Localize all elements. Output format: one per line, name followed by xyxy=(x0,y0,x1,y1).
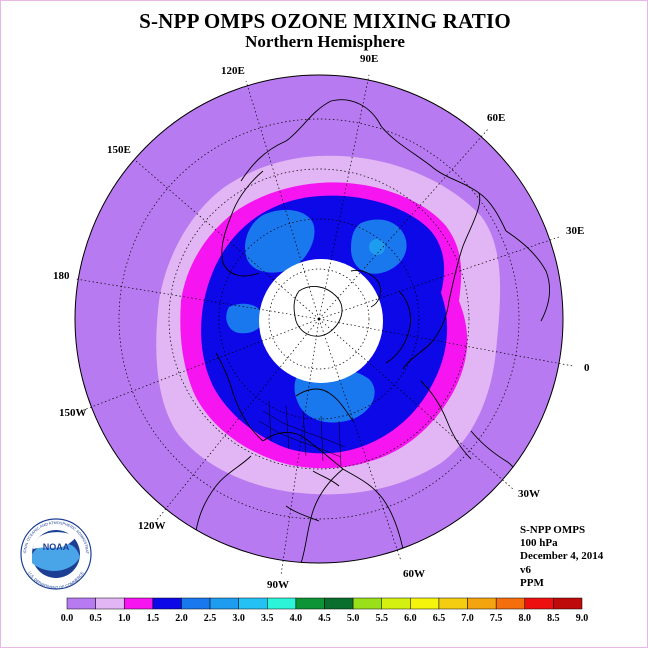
info-instrument: S-NPP OMPS xyxy=(520,524,586,536)
colorbar-tick-label: 3.0 xyxy=(232,613,245,624)
colorbar-tick-label: 1.5 xyxy=(147,613,160,624)
colorbar-tick-label: 9.0 xyxy=(576,613,589,624)
colorbar-swatch xyxy=(209,597,239,610)
colorbar-swatch xyxy=(467,597,497,610)
lon-label-180: 180 xyxy=(53,270,70,282)
colorbar-tick-label: 2.0 xyxy=(175,613,188,624)
ozone-field xyxy=(75,75,563,563)
colorbar-swatch xyxy=(381,597,411,610)
colorbar-swatch xyxy=(324,597,354,610)
noaa-logo-text: NOAA xyxy=(43,542,70,552)
colorbar-tick-label: 8.5 xyxy=(547,613,560,624)
lon-label-30w: 30W xyxy=(518,488,540,500)
colorbar-tick-label: 8.0 xyxy=(519,613,532,624)
info-units: PPM xyxy=(520,576,544,589)
colorbar-tick-label: 6.5 xyxy=(433,613,446,624)
colorbar-tick-label: 7.5 xyxy=(490,613,503,624)
polar-no-data-area xyxy=(259,259,383,383)
colorbar-swatch xyxy=(238,597,268,610)
colorbar-tick-label: 3.5 xyxy=(261,613,274,624)
colorbar-swatch xyxy=(267,597,297,610)
ozone-band-2.5-3.0 xyxy=(369,239,385,255)
lon-label-150e: 150E xyxy=(107,144,131,156)
colorbar-swatch xyxy=(295,597,325,610)
colorbar-swatch xyxy=(66,597,96,610)
colorbar-swatch xyxy=(553,597,583,610)
lon-label-60w: 60W xyxy=(403,568,425,580)
colorbar-swatch xyxy=(524,597,554,610)
colorbar-swatch xyxy=(495,597,526,610)
lon-label-120e: 120E xyxy=(221,65,245,77)
longitude-labels: 90E 60E 30E 0 30W 60W 90W 120W 150W 180 … xyxy=(53,53,590,591)
colorbar-swatch xyxy=(352,597,382,610)
colorbar-tick-label: 7.0 xyxy=(461,613,474,624)
colorbar-tick-label: 5.0 xyxy=(347,613,360,624)
colorbar-swatch xyxy=(181,597,211,610)
lon-label-0: 0 xyxy=(584,362,590,374)
ozone-band-2.0-2.5-asia xyxy=(244,209,315,273)
colorbar-tick-label: 0.5 xyxy=(89,613,102,624)
colorbar-tick-label: 4.0 xyxy=(290,613,303,624)
colorbar: 0.0 0.5 1.0 1.5 2.0 2.5 3.0 3.5 4.0 4.5 5.0 5.5 6.0 6… xyxy=(61,597,589,624)
colorbar-swatch xyxy=(95,597,125,610)
lon-label-150w: 150W xyxy=(59,407,87,419)
colorbar-swatch xyxy=(123,597,154,610)
colorbar-tick-label: 0.0 xyxy=(61,613,74,624)
lon-label-90e: 90E xyxy=(360,53,378,65)
info-date: December 4, 2014 xyxy=(520,550,604,563)
lon-label-60e: 60E xyxy=(487,112,505,124)
info-level: 100 hPa xyxy=(520,537,558,550)
colorbar-swatch xyxy=(410,597,440,610)
map-title: S-NPP OMPS OZONE MIXING RATIO xyxy=(139,9,511,33)
noaa-ring-text: NATIONAL OCEANIC AND ATMOSPHERIC ADMINIS… xyxy=(1,1,89,555)
colorbar-swatch xyxy=(438,597,468,610)
lon-label-30e: 30E xyxy=(566,225,584,237)
colorbar-tick-label: 6.0 xyxy=(404,613,417,624)
info-block: S-NPP OMPS 100 hPa December 4, 2014 v6 P… xyxy=(520,524,603,590)
ozone-band-2.0-2.5-pacific xyxy=(226,303,264,334)
info-version: v6 xyxy=(520,563,531,576)
map-boundary xyxy=(74,74,564,564)
colorbar-tick-label: 1.0 xyxy=(118,613,131,624)
colorbar-tick-label: 4.5 xyxy=(318,613,331,624)
state-borders xyxy=(258,400,346,467)
colorbar-tick-label: 5.5 xyxy=(375,613,388,624)
lon-label-90w: 90W xyxy=(267,579,289,591)
colorbar-tick-label: 2.5 xyxy=(204,613,217,624)
colorbar-swatch xyxy=(152,597,182,610)
coastlines xyxy=(195,99,551,563)
lon-label-120w: 120W xyxy=(138,520,166,532)
map-subtitle: Northern Hemisphere xyxy=(245,32,405,51)
graticule xyxy=(75,74,574,576)
